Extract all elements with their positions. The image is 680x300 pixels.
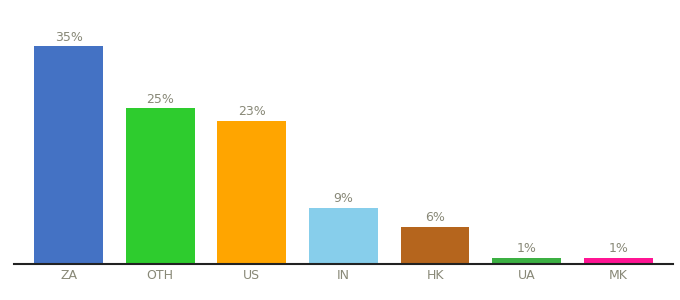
Bar	[584, 258, 653, 264]
Text: 1%: 1%	[517, 242, 537, 255]
Bar	[309, 208, 378, 264]
Text: 35%: 35%	[54, 31, 82, 44]
Text: 9%: 9%	[333, 193, 354, 206]
Text: 1%: 1%	[609, 242, 628, 255]
Bar	[401, 227, 469, 264]
Text: 23%: 23%	[238, 105, 266, 118]
Bar	[218, 121, 286, 264]
Bar	[492, 258, 561, 264]
Text: 6%: 6%	[425, 211, 445, 224]
Text: 25%: 25%	[146, 93, 174, 106]
Bar	[34, 46, 103, 264]
Bar	[126, 108, 194, 264]
